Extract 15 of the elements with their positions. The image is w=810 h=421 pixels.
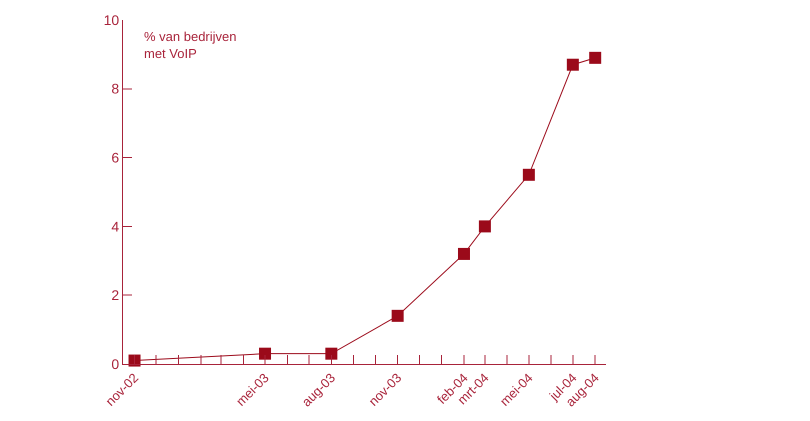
point [325,348,338,360]
y-tick-label: 10 [104,12,120,28]
y-tick-label: 0 [111,356,120,372]
point [392,310,404,322]
point [458,248,470,260]
point [522,168,535,181]
y-tick-label: 4 [111,218,120,234]
point [259,348,272,360]
point [589,52,602,64]
y-tick-label: 6 [111,150,120,166]
y-axis-title: % van bedrijven met VoIP [144,29,236,61]
y-tick-label: 8 [111,80,120,97]
point [566,58,579,71]
point [478,220,491,232]
y-tick-label: 2 [111,287,120,304]
